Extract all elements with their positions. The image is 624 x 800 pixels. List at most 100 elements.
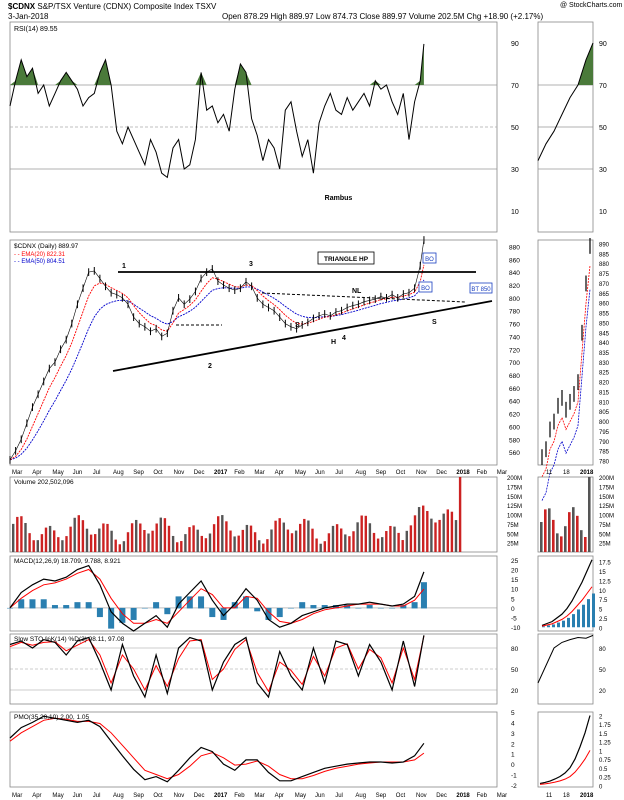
pmo-side-ytick: 1.75 (599, 723, 611, 729)
volume-bar (385, 531, 388, 552)
volume-bar (102, 523, 105, 552)
volume-bar (450, 511, 454, 552)
price-xtick: Nov (416, 470, 427, 476)
volume-bar (44, 527, 48, 552)
triangle-hp-label: TRIANGLE HP (324, 256, 369, 263)
macd-ytick: 25 (511, 558, 519, 565)
macd-histogram-bar (63, 605, 70, 609)
side-ema20 (541, 265, 591, 478)
volume-bar (171, 535, 175, 552)
pmo-ytick: -2 (511, 783, 517, 790)
macd-legend: MACD(12,26,9) 18.709, 9.788, 8.921 (14, 558, 121, 565)
volume-bar (48, 525, 52, 552)
bottom-xtick: Nov (416, 793, 427, 799)
macd-histogram-bar (321, 605, 328, 609)
side-volume-bar (572, 507, 575, 552)
macd-histogram-bar (400, 605, 407, 609)
volume-bar (81, 520, 85, 552)
price-xtick: Oct (396, 470, 406, 476)
side-price-ytick: 880 (599, 262, 610, 268)
rsi-side-ytick: 50 (599, 125, 607, 132)
bottom-xtick: Nov (174, 793, 185, 799)
volume-side-ytick: 150M (599, 495, 614, 501)
volume-side-ytick: 200M (599, 476, 614, 482)
pmo-panel-side-frame (537, 711, 594, 788)
ema20-line (9, 264, 425, 461)
volume-panel-frame (9, 476, 498, 553)
macd-side-ytick: 7.5 (599, 598, 608, 604)
sto-d-line (9, 635, 425, 693)
side-price-ytick: 825 (599, 371, 610, 377)
sto-ytick: 20 (511, 688, 519, 695)
side-volume-bar (564, 526, 567, 552)
price-xtick: Oct (153, 470, 163, 476)
side-volume-bar (588, 477, 591, 552)
price-ytick: 660 (509, 386, 520, 393)
side-price-ytick: 810 (599, 400, 610, 406)
volume-bar (114, 539, 117, 552)
price-xtick: Mar (497, 470, 507, 476)
neckline (261, 292, 467, 303)
price-ytick: 740 (509, 334, 520, 341)
macd-side-bar (552, 624, 555, 628)
price-xtick: Jul (93, 470, 101, 476)
volume-bar (319, 543, 322, 552)
volume-bar (454, 520, 458, 552)
price-ytick: 780 (509, 309, 520, 316)
volume-bar (98, 528, 101, 552)
rsi-side-line (537, 42, 594, 161)
macd-side-bar (557, 622, 560, 628)
macd-histogram-bar (74, 602, 81, 609)
macd-signal-line (9, 568, 425, 624)
volume-bar (438, 519, 441, 552)
sto-ytick: 80 (511, 646, 519, 653)
bottom-xtick: Oct (153, 793, 163, 799)
symbol: $CDNX (8, 2, 36, 11)
volume-bar (262, 543, 265, 552)
macd-side-ytick: 12.5 (599, 579, 611, 585)
price-xtick: Aug (113, 470, 124, 476)
macd-ytick: -5 (511, 616, 517, 623)
price-xtick: Mar (12, 470, 22, 476)
volume-bar (163, 518, 167, 552)
volume-bar (200, 535, 203, 552)
sto-legend: Slow STO %K(14) %D(3) 98.11, 97.08 (14, 636, 125, 643)
side-price-ytick: 850 (599, 321, 610, 327)
pmo-signal-line (9, 717, 425, 780)
bottom-xtick: May (295, 793, 306, 799)
volume-bar (249, 525, 253, 552)
volume-bar (233, 536, 236, 552)
price-stats: Open 878.29 High 889.97 Low 874.73 Close… (222, 12, 544, 21)
volume-bar (40, 534, 44, 552)
volume-side-ytick: 50M (599, 532, 611, 538)
sto-side-ytick: 20 (599, 689, 606, 695)
volume-bar (28, 533, 31, 552)
price-ytick: 580 (509, 437, 520, 444)
volume-bar (245, 524, 249, 552)
side-price-ytick: 830 (599, 361, 610, 367)
sto-k-line (9, 635, 425, 699)
volume-bar (352, 531, 355, 552)
volume-bar (327, 533, 331, 552)
rsi-ytick: 10 (511, 209, 519, 216)
volume-side-ytick: 100M (599, 514, 614, 520)
ema50-legend: - - EMA(50) 804.51 (14, 259, 66, 265)
pmo-ytick: 0 (511, 762, 515, 769)
side-price-ytick: 890 (599, 242, 610, 248)
bottom-xtick: Jun (315, 793, 325, 799)
volume-bar (409, 525, 413, 552)
volume-bar (331, 525, 335, 552)
price-xtick: 2017 (214, 470, 228, 476)
volume-bar (36, 540, 39, 552)
macd-side-ytick: 17.5 (599, 561, 611, 567)
volume-ytick: 175M (507, 485, 522, 491)
pmo-side-ytick: 1 (599, 749, 603, 755)
side-price-ytick: 795 (599, 430, 610, 436)
volume-bar (376, 538, 380, 552)
price-xtick: Apr (32, 470, 41, 476)
pmo-legend: PMO(35,20,10) 2.00, 1.05 (14, 714, 90, 721)
macd-panel-frame (9, 555, 498, 632)
volume-bar (61, 540, 64, 552)
macd-side-bar (562, 620, 565, 628)
side-price-ytick: 835 (599, 351, 610, 357)
